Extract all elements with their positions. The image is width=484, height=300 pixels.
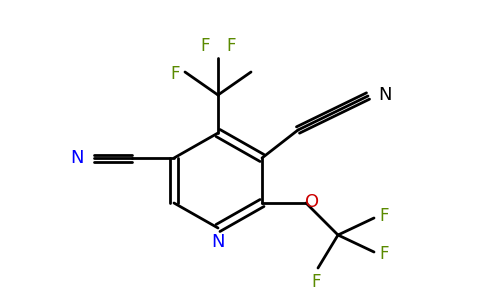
Text: N: N [378, 86, 392, 104]
Text: N: N [211, 233, 225, 251]
Text: F: F [200, 37, 210, 55]
Text: F: F [379, 207, 389, 225]
Text: O: O [305, 193, 319, 211]
Text: F: F [311, 273, 321, 291]
Text: N: N [71, 149, 84, 167]
Text: F: F [379, 245, 389, 263]
Text: F: F [226, 37, 236, 55]
Text: F: F [170, 65, 180, 83]
